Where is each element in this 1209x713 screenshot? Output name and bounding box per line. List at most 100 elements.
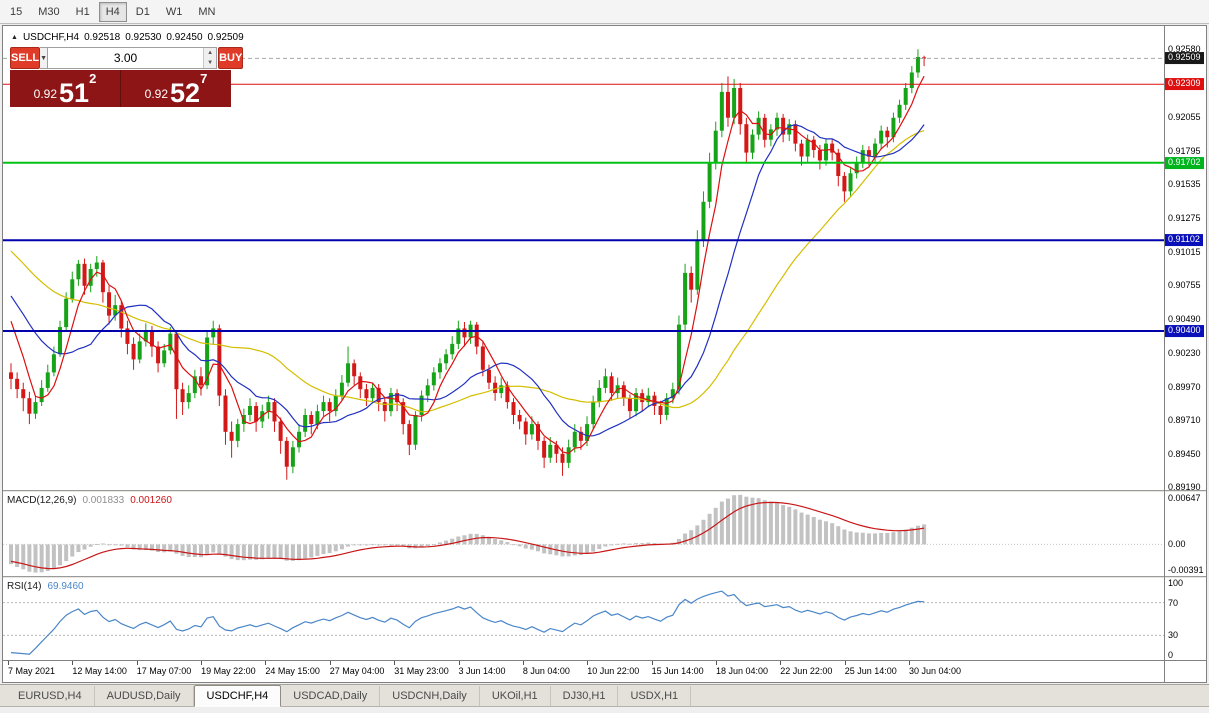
buy-button[interactable]: BUY: [218, 47, 244, 69]
timeframe-toolbar: 15 M30 H1 H4 D1 W1 MN: [0, 0, 1209, 24]
time-axis-tick: [201, 661, 203, 665]
time-axis-tick: [329, 661, 331, 665]
rsi-name: RSI(14): [7, 581, 42, 592]
timeframe-button-d1[interactable]: D1: [135, 5, 150, 18]
time-axis-label: 15 Jun 14:00: [651, 666, 704, 676]
price-axis[interactable]: 0.92580 0.92055 0.91795 0.91535 0.91275 0.910…: [1165, 26, 1206, 682]
time-axis-label: 24 May 15:00: [265, 666, 320, 676]
timeframe-button-15[interactable]: 15: [10, 5, 23, 18]
volume-spin-up-icon[interactable]: ▲: [204, 48, 217, 58]
time-axis-tick: [522, 661, 524, 665]
rsi-canvas[interactable]: [3, 578, 1164, 660]
ohlc-open: 0.92518: [84, 32, 121, 43]
timeframe-button-w1[interactable]: W1: [165, 5, 183, 18]
collapse-panel-icon[interactable]: ▲: [11, 34, 18, 41]
price-axis-label: 0.90490: [1168, 314, 1201, 325]
price-axis-label: 0.89710: [1168, 415, 1201, 426]
macd-axis-label: -0.00391: [1168, 565, 1204, 575]
buy-price-prefix: 0.92: [144, 87, 169, 101]
price-axis-label: 0.91275: [1168, 212, 1201, 223]
time-axis-tick: [716, 661, 717, 665]
time-axis-tick: [844, 661, 846, 665]
time-axis-tick: [909, 661, 910, 665]
timeframe-button-h4[interactable]: H4: [98, 1, 127, 22]
price-axis-label: 0.89970: [1168, 381, 1201, 392]
time-axis-label: 22 Jun 22:00: [780, 666, 833, 676]
time-axis-tick: [72, 661, 74, 665]
rsi-axis-label: 100: [1168, 578, 1184, 588]
macd-pane: MACD(12,26,9) 0.001833 0.001260: [3, 492, 1164, 576]
price-axis-badge: 0.91102: [1165, 234, 1203, 247]
time-axis-label: 19 May 22:00: [201, 666, 256, 676]
time-axis-tick: [265, 661, 267, 665]
time-axis-tick: [394, 661, 396, 665]
ohlc-close: 0.92509: [207, 32, 244, 43]
ohlc-high: 0.92530: [125, 32, 162, 43]
sell-price-big: 51: [59, 77, 90, 108]
volume-dropdown-icon[interactable]: ▼: [40, 47, 49, 69]
time-axis-label: 10 Jun 22:00: [587, 666, 640, 676]
time-axis-tick: [780, 661, 782, 665]
macd-name: MACD(12,26,9): [7, 495, 77, 506]
macd-canvas[interactable]: [3, 492, 1164, 576]
price-axis-label: 0.91015: [1168, 246, 1201, 257]
price-axis-badge: 0.92309: [1165, 78, 1204, 91]
timeframe-button-mn[interactable]: MN: [198, 5, 216, 18]
price-axis-border: [1164, 26, 1165, 682]
price-axis-label: 0.92580: [1168, 44, 1201, 55]
price-axis-badge: 0.90400: [1165, 325, 1204, 337]
price-axis-label: 0.90755: [1168, 280, 1201, 291]
time-axis-tick: [587, 661, 589, 665]
rsi-axis-label: 30: [1168, 630, 1179, 641]
time-axis-tick: [651, 661, 653, 665]
volume-input[interactable]: [48, 48, 204, 68]
tab-audusd-daily[interactable]: AUDUSD,Daily: [95, 686, 194, 706]
tab-dj30-h1[interactable]: DJ30,H1: [551, 686, 619, 706]
one-click-trade-panel: SELL ▼ ▲ ▼ BUY 0.92 51 2: [10, 47, 244, 107]
macd-axis-label: 0.00647: [1168, 493, 1201, 503]
time-axis-label: 27 May 04:00: [329, 666, 385, 676]
time-axis-label: 31 May 23:00: [394, 666, 449, 676]
pane-splitter-rsi[interactable]: [3, 576, 1206, 578]
chart-tabs: EURUSD,H4 AUDUSD,Daily USDCHF,H4 USDCAD,Dai…: [0, 684, 1209, 707]
macd-value-main: 0.001833: [82, 495, 125, 506]
price-axis-label: 0.91535: [1168, 179, 1201, 190]
volume-field: ▲ ▼: [48, 47, 218, 69]
price-chart-canvas[interactable]: [3, 26, 1164, 490]
tab-usdx-h1[interactable]: USDX,H1: [618, 686, 692, 706]
tab-eurusd-h4[interactable]: EURUSD,H4: [6, 686, 95, 706]
price-axis-label: 0.89190: [1168, 482, 1201, 493]
tab-usdchf-h4[interactable]: USDCHF,H4: [193, 685, 282, 707]
time-axis-tick: [8, 661, 9, 665]
tab-usdcnh-daily[interactable]: USDCNH,Daily: [380, 686, 480, 706]
timeframe-button-m30[interactable]: M30: [38, 5, 60, 18]
rsi-axis-label: 70: [1168, 597, 1179, 608]
time-axis-label: 25 Jun 14:00: [844, 666, 897, 676]
volume-spinner: ▲ ▼: [203, 48, 217, 68]
sell-price-display[interactable]: 0.92 51 2: [10, 70, 121, 107]
sell-button[interactable]: SELL: [10, 47, 41, 69]
time-axis-label: 12 May 14:00: [72, 666, 127, 676]
buy-price-sup: 7: [200, 71, 208, 86]
sell-price-prefix: 0.92: [33, 87, 58, 101]
tab-ukoil-h1[interactable]: UKOil,H1: [480, 686, 551, 706]
time-axis-label: 30 Jun 04:00: [909, 666, 962, 676]
price-axis-badge: 0.92509: [1165, 52, 1204, 65]
time-axis-label: 17 May 07:00: [136, 666, 192, 676]
rsi-pane: RSI(14) 69.9460: [3, 578, 1164, 660]
sell-price-sup: 2: [89, 71, 97, 86]
time-axis-label: 8 Jun 04:00: [522, 666, 570, 676]
timeframe-button-h1[interactable]: H1: [75, 5, 90, 18]
time-axis[interactable]: 7 May 2021 12 May 14:00 17 May 07:00 19 May…: [3, 660, 1206, 682]
tab-usdcad-daily[interactable]: USDCAD,Daily: [281, 686, 381, 706]
rsi-value: 69.9460: [47, 581, 84, 592]
pane-splitter-macd[interactable]: [3, 490, 1206, 492]
buy-price-display[interactable]: 0.92 52 7: [121, 70, 231, 107]
time-axis-tick: [458, 661, 460, 665]
buy-price-big: 52: [170, 77, 201, 108]
volume-spin-down-icon[interactable]: ▼: [204, 58, 217, 68]
time-axis-label: 18 Jun 04:00: [716, 666, 769, 676]
macd-label: MACD(12,26,9) 0.001833 0.001260: [7, 495, 178, 506]
main-price-pane: ▲ USDCHF,H4 0.92518 0.92530 0.92450 0.92…: [3, 26, 1164, 490]
